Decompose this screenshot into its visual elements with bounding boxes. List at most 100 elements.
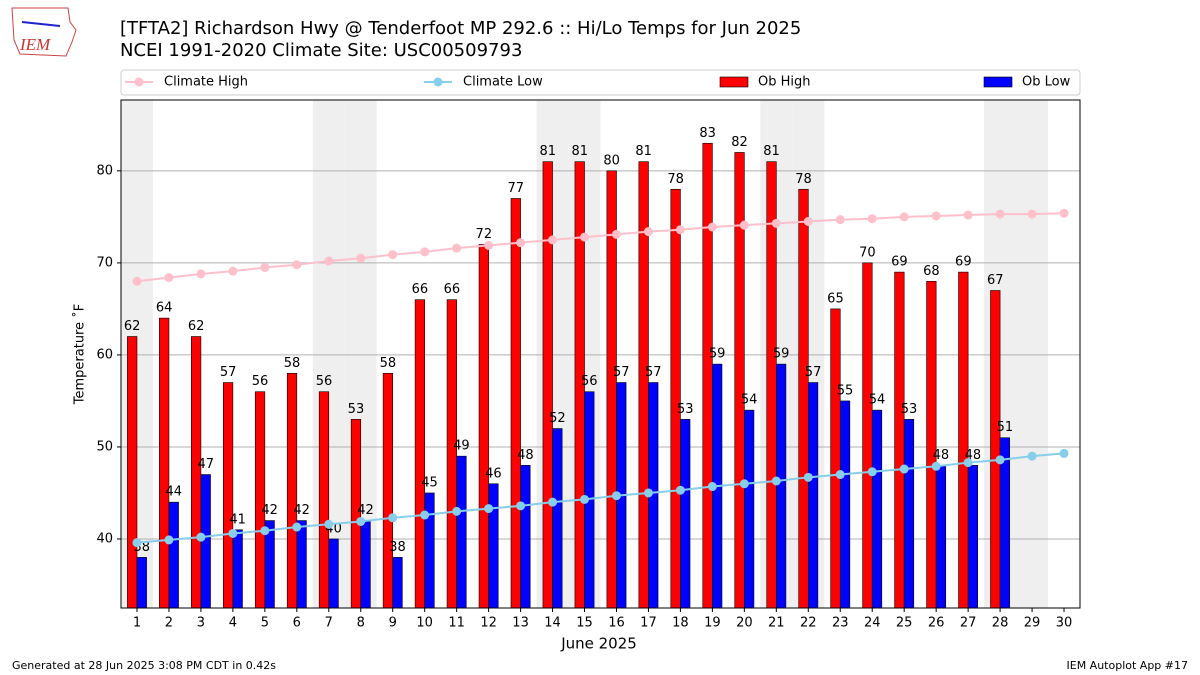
data-label: 81 [635,144,652,159]
x-tick-label: 30 [1056,616,1073,631]
legend-swatch [983,76,1013,88]
data-label: 70 [859,245,876,260]
data-label: 59 [709,347,726,362]
marker [931,461,941,471]
bar [807,382,819,609]
marker [228,528,238,538]
marker [484,240,494,250]
data-label: 58 [380,356,397,371]
marker [675,225,685,235]
data-label: 58 [284,356,301,371]
data-label: 82 [731,135,748,150]
x-tick-label: 17 [640,616,657,631]
marker [196,269,206,279]
legend-marker [134,77,144,87]
marker [643,488,653,498]
bar [232,529,243,609]
data-label: 66 [412,282,429,297]
marker [739,220,749,230]
bar [446,299,457,609]
marker [771,476,781,486]
chart-title: [TFTA2] Richardson Hwy @ Tenderfoot MP 2… [120,18,801,39]
marker [1059,448,1069,458]
marker [931,211,941,221]
data-label: 38 [389,540,406,555]
bar [510,198,521,609]
footer-left: Generated at 28 Jun 2025 3:08 PM CDT in … [12,659,276,672]
data-label: 59 [773,347,790,362]
weekend-shade [1016,100,1049,608]
marker [452,506,462,516]
x-tick-label: 8 [357,616,365,631]
data-label: 56 [581,374,598,389]
bar [542,161,553,609]
bar [830,308,841,609]
marker [803,472,813,482]
x-tick-label: 6 [293,616,301,631]
x-tick-label: 3 [197,616,205,631]
x-tick-label: 15 [576,616,593,631]
data-label: 57 [805,365,822,380]
data-label: 55 [837,383,854,398]
y-tick-label: 60 [96,347,113,362]
data-label: 69 [891,255,908,270]
bar [286,373,298,609]
marker [324,519,334,529]
legend-marker [433,77,443,87]
data-label: 57 [613,365,630,380]
data-label: 56 [252,374,269,389]
data-label: 52 [549,411,566,426]
bar [839,400,851,609]
x-tick-label: 4 [229,616,237,631]
marker [707,222,717,232]
data-label: 42 [357,503,374,518]
marker [132,276,142,286]
x-tick-label: 20 [736,616,753,631]
data-label: 41 [229,512,246,527]
marker [516,501,526,511]
bar [424,492,435,609]
marker [388,513,398,523]
x-tick-label: 9 [389,616,397,631]
data-label: 57 [220,365,237,380]
data-label: 81 [763,144,780,159]
marker [611,491,621,501]
bar [935,465,947,609]
y-tick-label: 50 [96,439,113,454]
bar [967,465,979,609]
chart-subtitle: NCEI 1991-2020 Climate Site: USC00509793 [120,40,522,61]
bar [254,391,266,609]
bar [990,290,1001,609]
x-tick-label: 21 [768,616,785,631]
x-tick-label: 1 [133,616,141,631]
bar [926,280,937,609]
data-label: 64 [156,301,173,316]
data-label: 69 [955,255,972,270]
bar [894,271,905,609]
x-tick-label: 5 [261,616,269,631]
bar [127,336,138,609]
line [136,212,1065,283]
x-tick-label: 7 [325,616,333,631]
data-label: 81 [539,144,556,159]
data-label: 46 [485,466,502,481]
marker [1027,209,1037,219]
bar [478,244,489,609]
data-label: 57 [645,365,662,380]
x-tick-label: 14 [544,616,561,631]
data-label: 53 [348,402,365,417]
bar [328,538,339,609]
x-tick-label: 26 [928,616,945,631]
data-label: 49 [453,439,470,454]
data-label: 53 [677,402,694,417]
data-label: 53 [901,402,918,417]
bar [456,455,467,609]
bar [798,188,809,609]
x-tick-label: 19 [704,616,721,631]
x-tick-label: 27 [960,616,977,631]
bar [862,262,873,609]
marker [420,247,430,257]
x-tick-label: 11 [448,616,465,631]
bar [766,161,777,609]
